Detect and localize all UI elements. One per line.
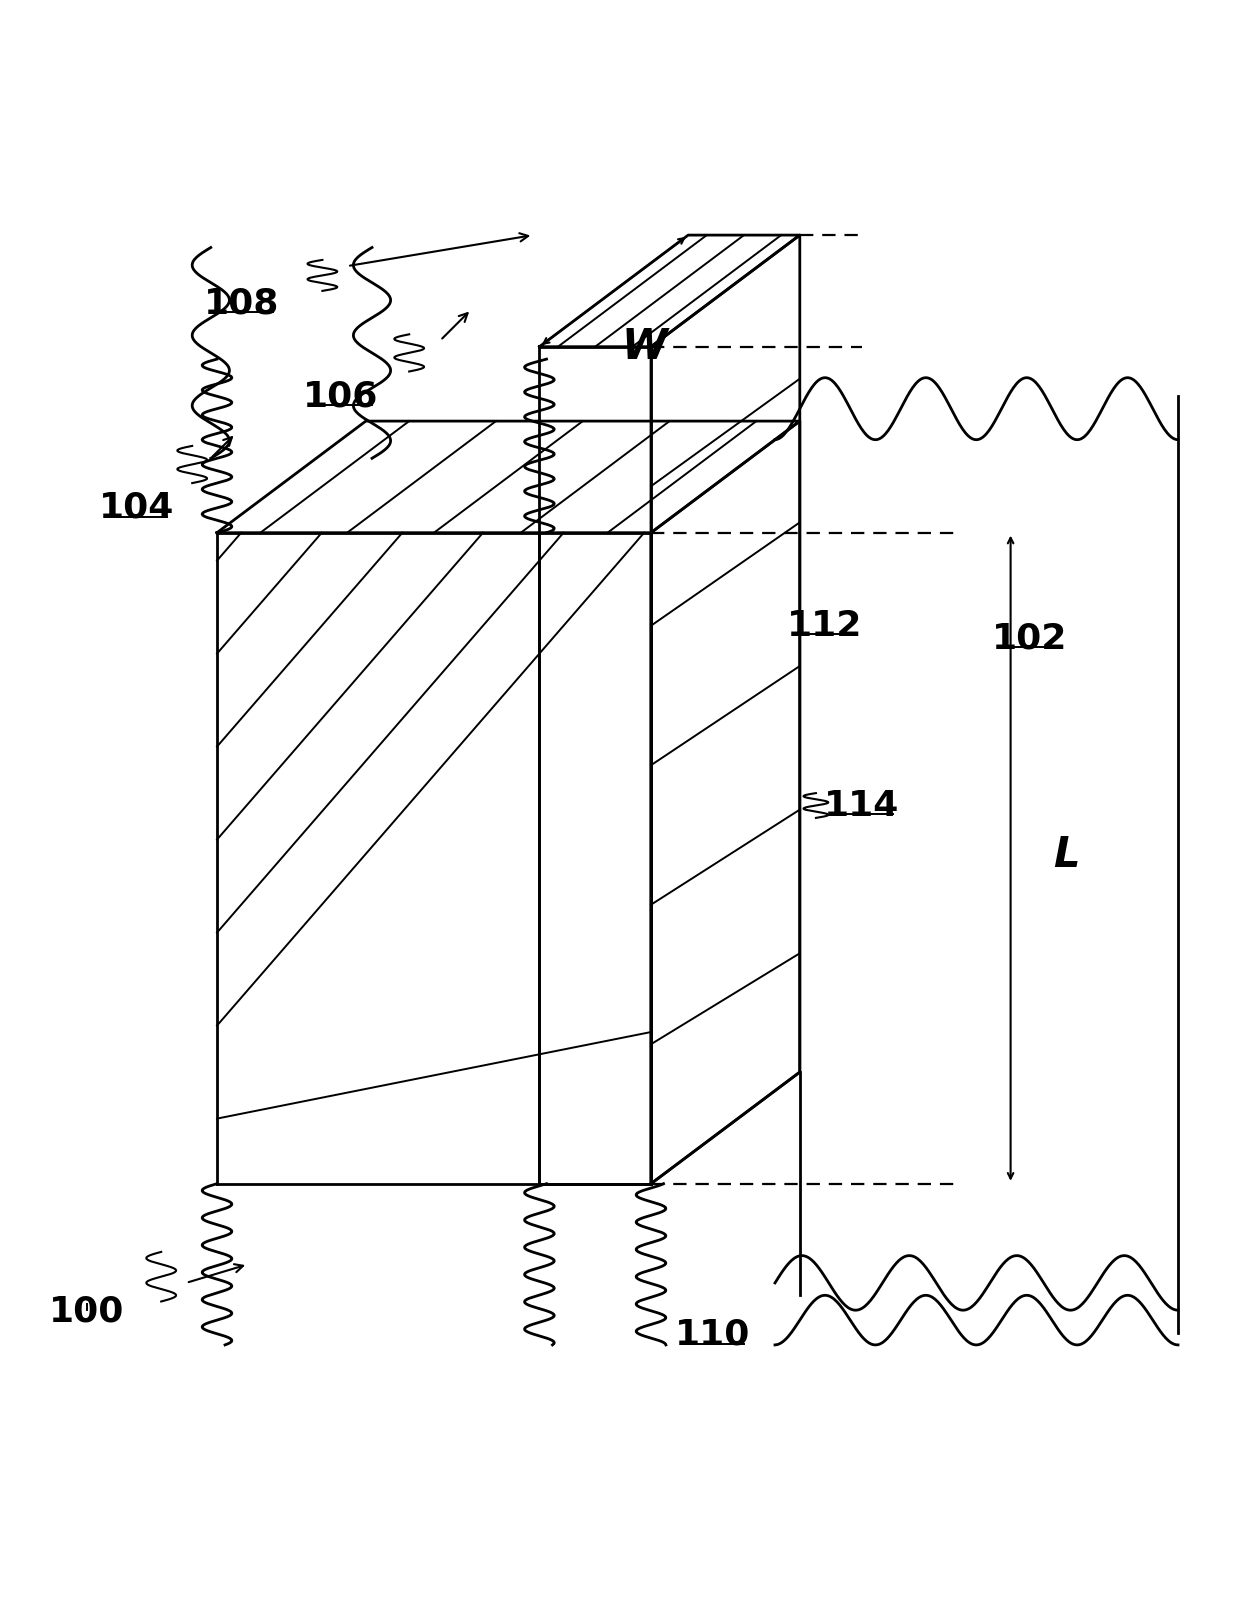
Text: W: W (622, 325, 667, 367)
Text: 114: 114 (825, 788, 899, 823)
Text: 102: 102 (992, 622, 1066, 656)
Text: 106: 106 (304, 379, 378, 414)
Text: 110: 110 (676, 1318, 750, 1352)
Text: 112: 112 (787, 609, 862, 643)
Text: L: L (1053, 834, 1080, 876)
Text: 104: 104 (99, 491, 174, 525)
Text: 100: 100 (50, 1294, 124, 1329)
Text: 108: 108 (205, 287, 279, 321)
